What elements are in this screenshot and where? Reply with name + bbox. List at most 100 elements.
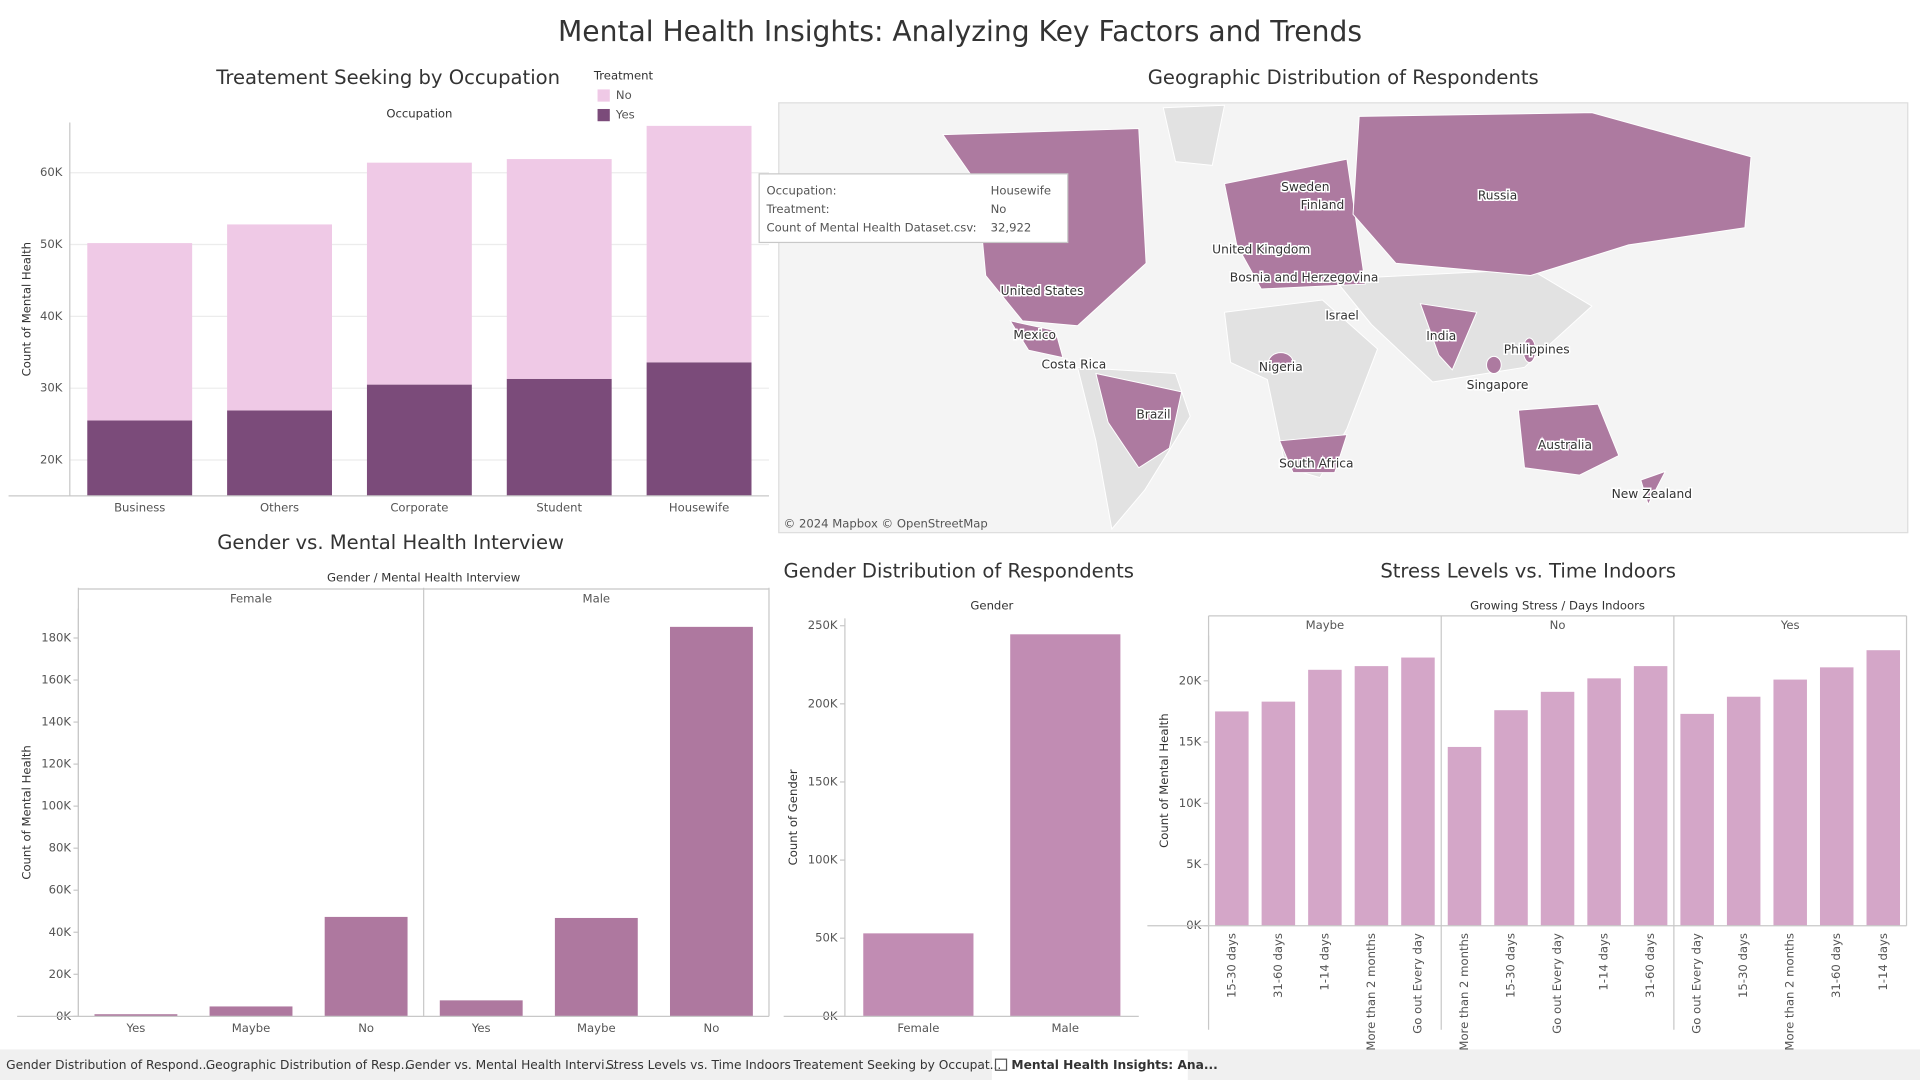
chart-title: Gender Distribution of Respondents [784, 559, 1134, 582]
country [1095, 372, 1183, 469]
facet-label: Maybe [1306, 618, 1345, 632]
bar [646, 125, 752, 363]
y-axis-label: Count of Gender [786, 769, 800, 865]
selected-tab-bg [991, 1050, 1188, 1080]
bar [669, 626, 753, 1017]
y-tick-label: 50K [815, 931, 838, 945]
x-tick-label: 31-60 days [1829, 933, 1843, 998]
x-tick-label: Housewife [669, 501, 729, 515]
tab-icon [994, 1058, 1008, 1071]
tooltip-value: Housewife [991, 184, 1051, 198]
bar [1633, 666, 1668, 926]
map-label: Sweden [1281, 180, 1329, 194]
y-axis-label: Count of Mental Health [19, 745, 33, 879]
x-tick-label: 1-14 days [1597, 933, 1611, 991]
map-label: Australia [1538, 438, 1592, 452]
y-tick-label: 100K [41, 799, 71, 813]
bar [1866, 650, 1901, 926]
tab[interactable]: Treatement Seeking by Occupat... [792, 1058, 1001, 1072]
bar [1494, 710, 1528, 926]
x-tick-label: More than 2 months [1783, 933, 1797, 1051]
bar [227, 224, 332, 411]
bar [1354, 666, 1389, 926]
y-tick-label: 15K [1179, 735, 1202, 749]
map-label: United States [1001, 284, 1084, 298]
y-tick-label: 30K [40, 381, 63, 395]
bar [1540, 691, 1575, 926]
chart-title: Treatement Seeking by Occupation [215, 66, 560, 89]
x-tick-label: No [704, 1021, 720, 1035]
x-tick-label: Business [114, 501, 165, 515]
map-label: Mexico [1013, 328, 1056, 342]
country [1278, 434, 1348, 474]
x-tick-label: Student [536, 501, 582, 515]
map-label: Singapore [1467, 378, 1529, 392]
tab-bar [0, 1049, 1920, 1080]
y-tick-label: 10K [1179, 796, 1202, 810]
land [1223, 299, 1379, 479]
bar [209, 1006, 293, 1017]
header: Gender / Mental Health Interview [327, 570, 521, 584]
country [1352, 112, 1752, 277]
bar [506, 378, 612, 496]
x-tick-label: Go out Every day [1410, 933, 1424, 1034]
tab[interactable]: Geographic Distribution of Resp... [206, 1058, 413, 1072]
y-tick-label: 140K [41, 715, 71, 729]
y-tick-label: 40K [49, 925, 72, 939]
y-tick-label: 100K [808, 853, 838, 867]
x-tick-label: More than 2 months [1457, 933, 1471, 1051]
bar [863, 933, 974, 1017]
y-tick-label: 80K [49, 841, 72, 855]
y-tick-label: 200K [808, 696, 838, 710]
facet-label: Female [230, 591, 272, 605]
y-tick-label: 150K [808, 774, 838, 788]
bar [1010, 634, 1121, 1017]
bar [324, 916, 408, 1017]
tab[interactable]: Stress Levels vs. Time Indoors [606, 1058, 791, 1072]
bar [1773, 679, 1807, 926]
map-label: Nigeria [1259, 360, 1303, 374]
y-tick-label: 5K [1186, 857, 1201, 871]
x-tick-label: 15-30 days [1736, 933, 1750, 998]
x-tick-label: 31-60 days [1643, 933, 1657, 998]
bar [646, 362, 752, 496]
header: Growing Stress / Days Indoors [1470, 599, 1645, 613]
map-label: Brazil [1136, 408, 1170, 422]
map-label: Costa Rica [1042, 357, 1107, 371]
bar [1261, 701, 1296, 926]
tab[interactable]: Gender vs. Mental Health Intervi... [405, 1058, 616, 1072]
map-label: Russia [1478, 188, 1517, 202]
y-axis-label: Count of Mental Health [1157, 713, 1171, 847]
tooltip-label: Treatment: [766, 202, 830, 216]
bar [439, 1000, 523, 1017]
x-tick-label: Yes [471, 1021, 491, 1035]
land [1162, 104, 1226, 166]
tab[interactable]: Mental Health Insights: Ana... [1011, 1058, 1217, 1072]
facet-label: Yes [1780, 618, 1800, 632]
map-title: Geographic Distribution of Respondents [1148, 66, 1539, 89]
map [778, 102, 1909, 534]
tooltip-value: No [991, 202, 1007, 216]
country [1640, 470, 1667, 506]
map-label: Israel [1325, 308, 1358, 322]
x-tick-label: No [358, 1021, 374, 1035]
bar [1680, 713, 1714, 926]
map-label: India [1426, 329, 1456, 343]
x-tick-label: 1-14 days [1876, 933, 1890, 991]
header: Gender [970, 599, 1013, 613]
x-tick-label: Go out Every day [1690, 933, 1704, 1034]
country [1268, 352, 1294, 373]
country [1419, 303, 1478, 371]
x-tick-label: Maybe [232, 1021, 271, 1035]
y-tick-label: 20K [1179, 673, 1202, 687]
tab[interactable]: Gender Distribution of Respond... [6, 1058, 210, 1072]
bar [1587, 678, 1621, 926]
y-tick-label: 180K [41, 630, 71, 644]
y-tick-label: 20K [40, 453, 63, 467]
bar [1819, 667, 1854, 926]
bar [227, 410, 332, 496]
y-tick-label: 40K [40, 309, 63, 323]
legend-label: Yes [615, 108, 635, 122]
dashboard-title: Mental Health Insights: Analyzing Key Fa… [558, 15, 1362, 48]
